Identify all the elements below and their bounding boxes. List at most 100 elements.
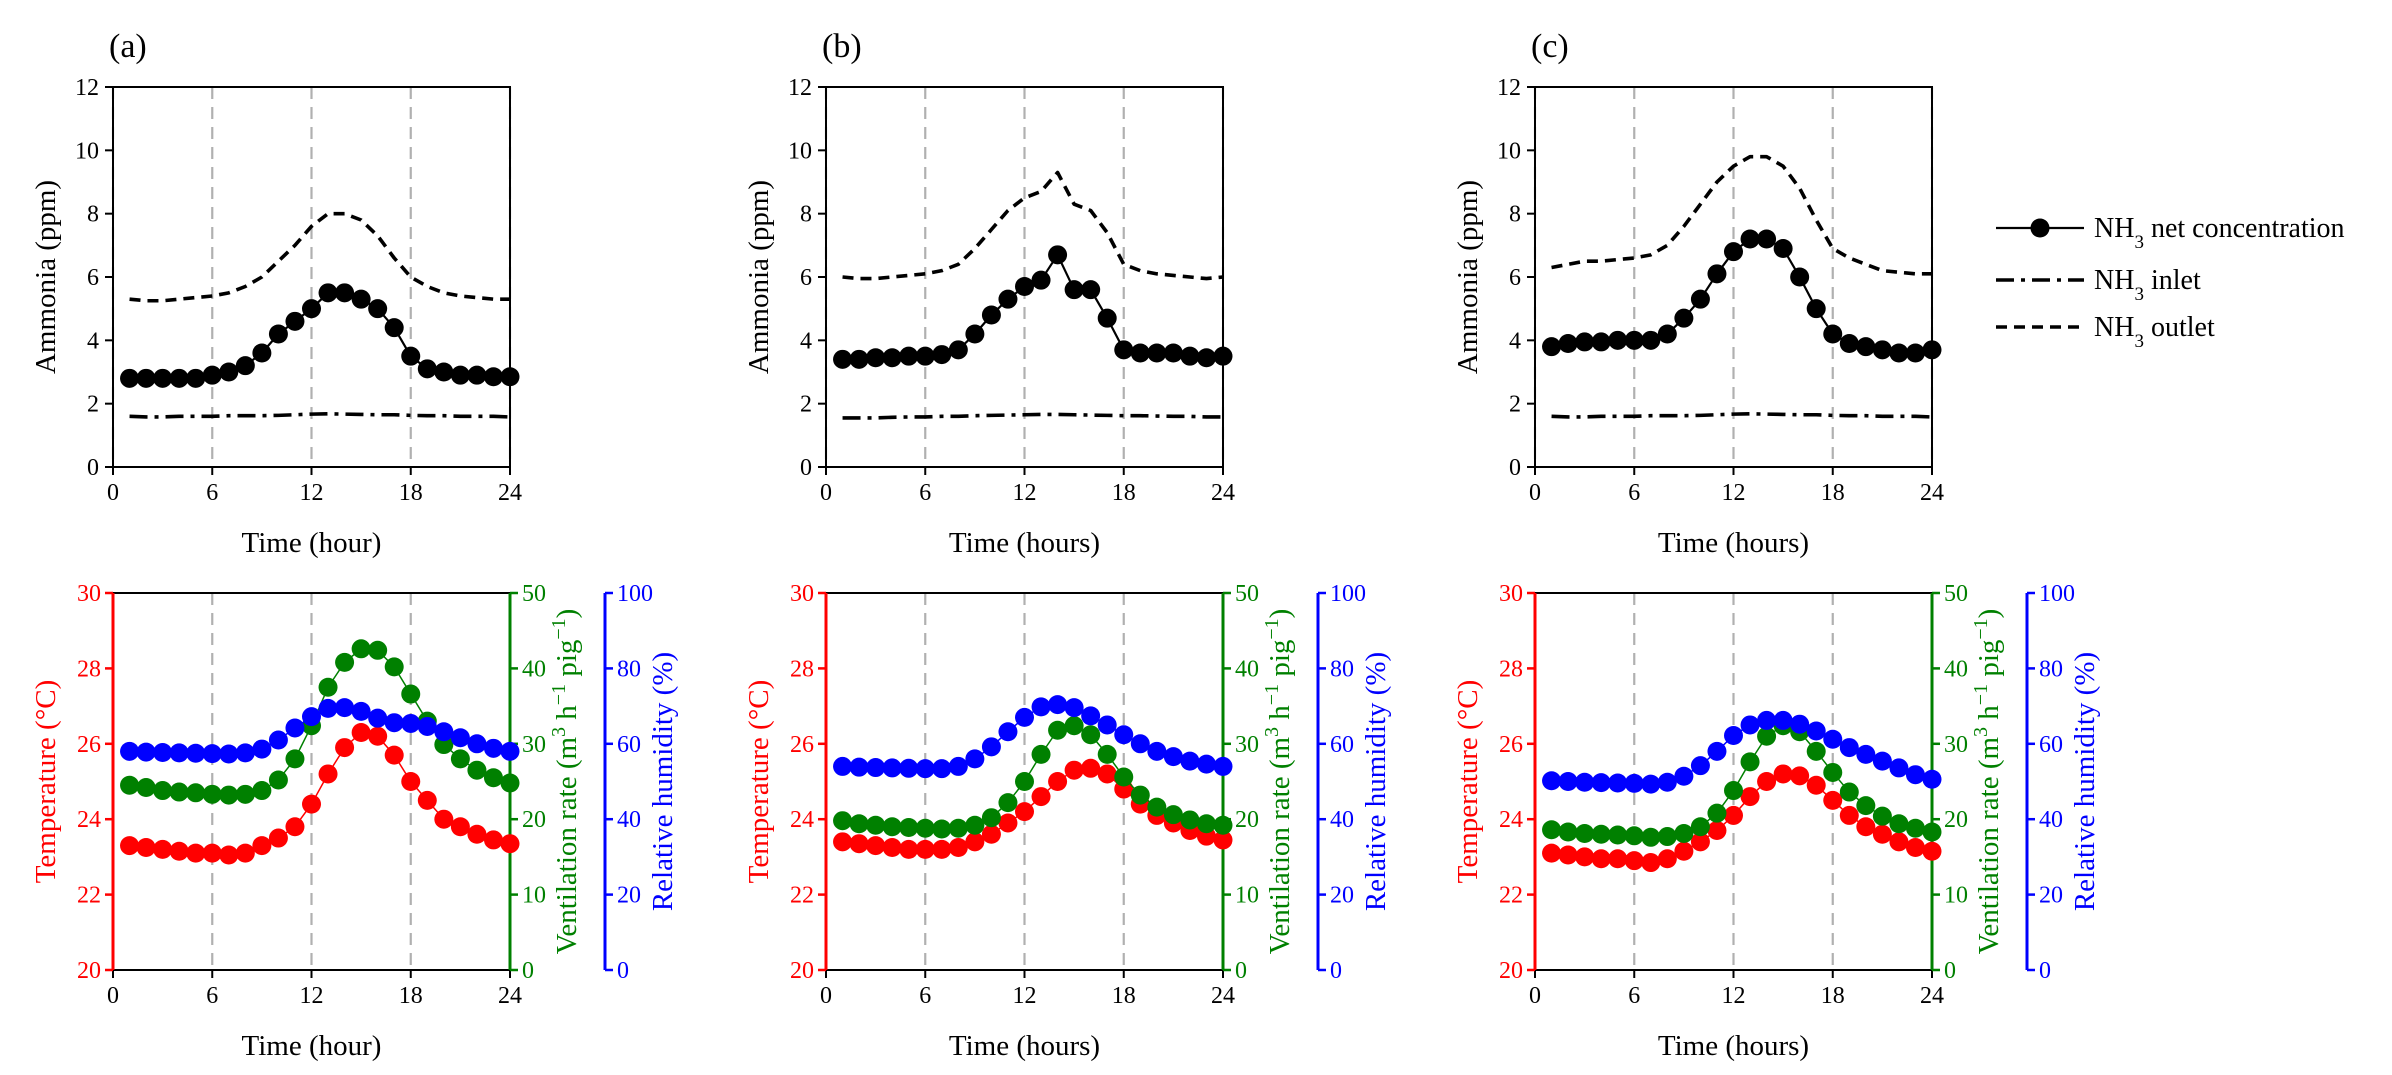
data-point-humidity — [1558, 772, 1578, 791]
ventilation-tick-label: 40 — [1235, 656, 1259, 682]
data-point-ventilation — [1180, 810, 1200, 830]
x-tick-label: 0 — [820, 480, 832, 506]
data-point-humidity — [467, 734, 487, 754]
data-point-temperature — [467, 824, 487, 844]
data-point-humidity — [268, 730, 288, 750]
x-tick-label: 12 — [1013, 983, 1037, 1009]
data-point-humidity — [1624, 773, 1644, 793]
humidity-tick-label: 60 — [2039, 732, 2063, 758]
series-line-net — [842, 253, 1224, 361]
data-point-net — [235, 356, 255, 376]
x-axis-title: Time (hours) — [1658, 527, 1809, 559]
data-point-ventilation — [1542, 820, 1562, 840]
data-point-net — [318, 283, 338, 303]
y-tick-label: 0 — [800, 455, 812, 481]
data-point-net — [1015, 277, 1034, 296]
x-tick-label: 18 — [399, 480, 423, 506]
y-tick-label: 4 — [800, 328, 812, 354]
data-point-net — [1872, 340, 1892, 360]
data-point-net — [1905, 343, 1925, 363]
data-point-humidity — [1130, 734, 1150, 754]
data-point-humidity — [1064, 698, 1084, 718]
data-point-humidity — [285, 718, 305, 738]
humidity-tick-label: 60 — [1330, 732, 1354, 758]
data-point-temperature — [882, 837, 902, 857]
data-point-net — [948, 340, 968, 360]
y-tick-label: 6 — [800, 265, 812, 291]
humidity-tick-label: 40 — [617, 807, 641, 833]
data-point-humidity — [1839, 738, 1859, 758]
x-tick-label: 6 — [919, 480, 931, 506]
x-tick-label: 6 — [919, 983, 931, 1009]
legend-label-inlet: NH3 inlet — [2094, 265, 2201, 305]
data-point-ventilation — [1757, 726, 1777, 746]
data-point-ventilation — [1031, 744, 1051, 764]
data-point-net — [1097, 308, 1117, 328]
data-point-net — [932, 345, 952, 365]
data-point-temperature — [235, 843, 255, 863]
series-line-inlet — [129, 411, 511, 419]
data-point-temperature — [1575, 847, 1595, 867]
data-point-temperature — [1889, 832, 1909, 852]
temperature-tick-label: 28 — [1499, 656, 1523, 682]
data-point-net — [899, 346, 919, 366]
data-point-ventilation — [1839, 782, 1859, 802]
humidity-tick-label: 0 — [1330, 958, 1342, 984]
x-tick-label: 24 — [1211, 480, 1235, 506]
data-point-ventilation — [1806, 741, 1826, 761]
data-point-net — [1081, 280, 1101, 300]
data-point-net — [1608, 330, 1628, 350]
data-point-ventilation — [1889, 814, 1909, 834]
y-tick-label: 10 — [75, 138, 99, 164]
temperature-tick-label: 20 — [77, 958, 101, 984]
ventilation-axis-title: Ventilation rate (m3 h−1 pig−1) — [548, 609, 583, 955]
data-point-humidity — [1147, 741, 1167, 761]
data-point-net — [1114, 340, 1134, 360]
legend: NH3 net concentration NH3 inlet NH3 outlet — [1996, 213, 2345, 352]
data-point-humidity — [1542, 771, 1562, 791]
data-point-humidity — [1097, 715, 1117, 735]
data-point-temperature — [202, 843, 222, 863]
data-point-humidity — [833, 756, 853, 776]
data-point-humidity — [965, 749, 985, 769]
temperature-tick-label: 30 — [1499, 581, 1523, 607]
y-tick-label: 8 — [87, 202, 99, 228]
legend-marker-net — [2030, 218, 2050, 238]
data-point-temperature — [1823, 790, 1843, 810]
y-tick-label: 2 — [800, 392, 812, 418]
data-point-net — [998, 289, 1018, 309]
data-point-humidity — [368, 708, 388, 728]
data-point-ventilation — [882, 817, 902, 837]
data-point-net — [268, 324, 288, 344]
x-axis-title: Time (hours) — [949, 1030, 1100, 1062]
humidity-tick-label: 40 — [1330, 807, 1354, 833]
data-point-ventilation — [1707, 803, 1727, 823]
data-point-ventilation — [219, 785, 239, 805]
data-point-net — [965, 324, 985, 344]
x-tick-label: 24 — [1920, 983, 1944, 1009]
data-point-temperature — [1097, 764, 1117, 784]
data-point-ventilation — [1823, 762, 1843, 782]
data-point-temperature — [268, 828, 288, 848]
data-point-temperature — [981, 824, 1001, 844]
data-point-humidity — [450, 728, 470, 748]
data-point-temperature — [186, 843, 206, 863]
data-point-ventilation — [965, 815, 985, 835]
data-point-humidity — [1740, 715, 1760, 735]
data-point-ventilation — [1048, 720, 1068, 740]
legend-label-net: NH3 net concentration — [2094, 213, 2345, 253]
data-point-ventilation — [335, 652, 355, 672]
humidity-tick-label: 80 — [2039, 656, 2063, 682]
data-point-net — [866, 348, 886, 368]
humidity-tick-label: 20 — [617, 883, 641, 909]
data-point-humidity — [302, 707, 321, 727]
series-line-outlet — [842, 170, 1224, 281]
data-point-temperature — [302, 794, 321, 814]
temperature-tick-label: 20 — [1499, 958, 1523, 984]
data-point-net — [1823, 324, 1843, 344]
x-axis-title: Time (hours) — [1658, 1030, 1809, 1062]
data-point-net — [1657, 324, 1677, 344]
data-point-ventilation — [136, 778, 156, 798]
